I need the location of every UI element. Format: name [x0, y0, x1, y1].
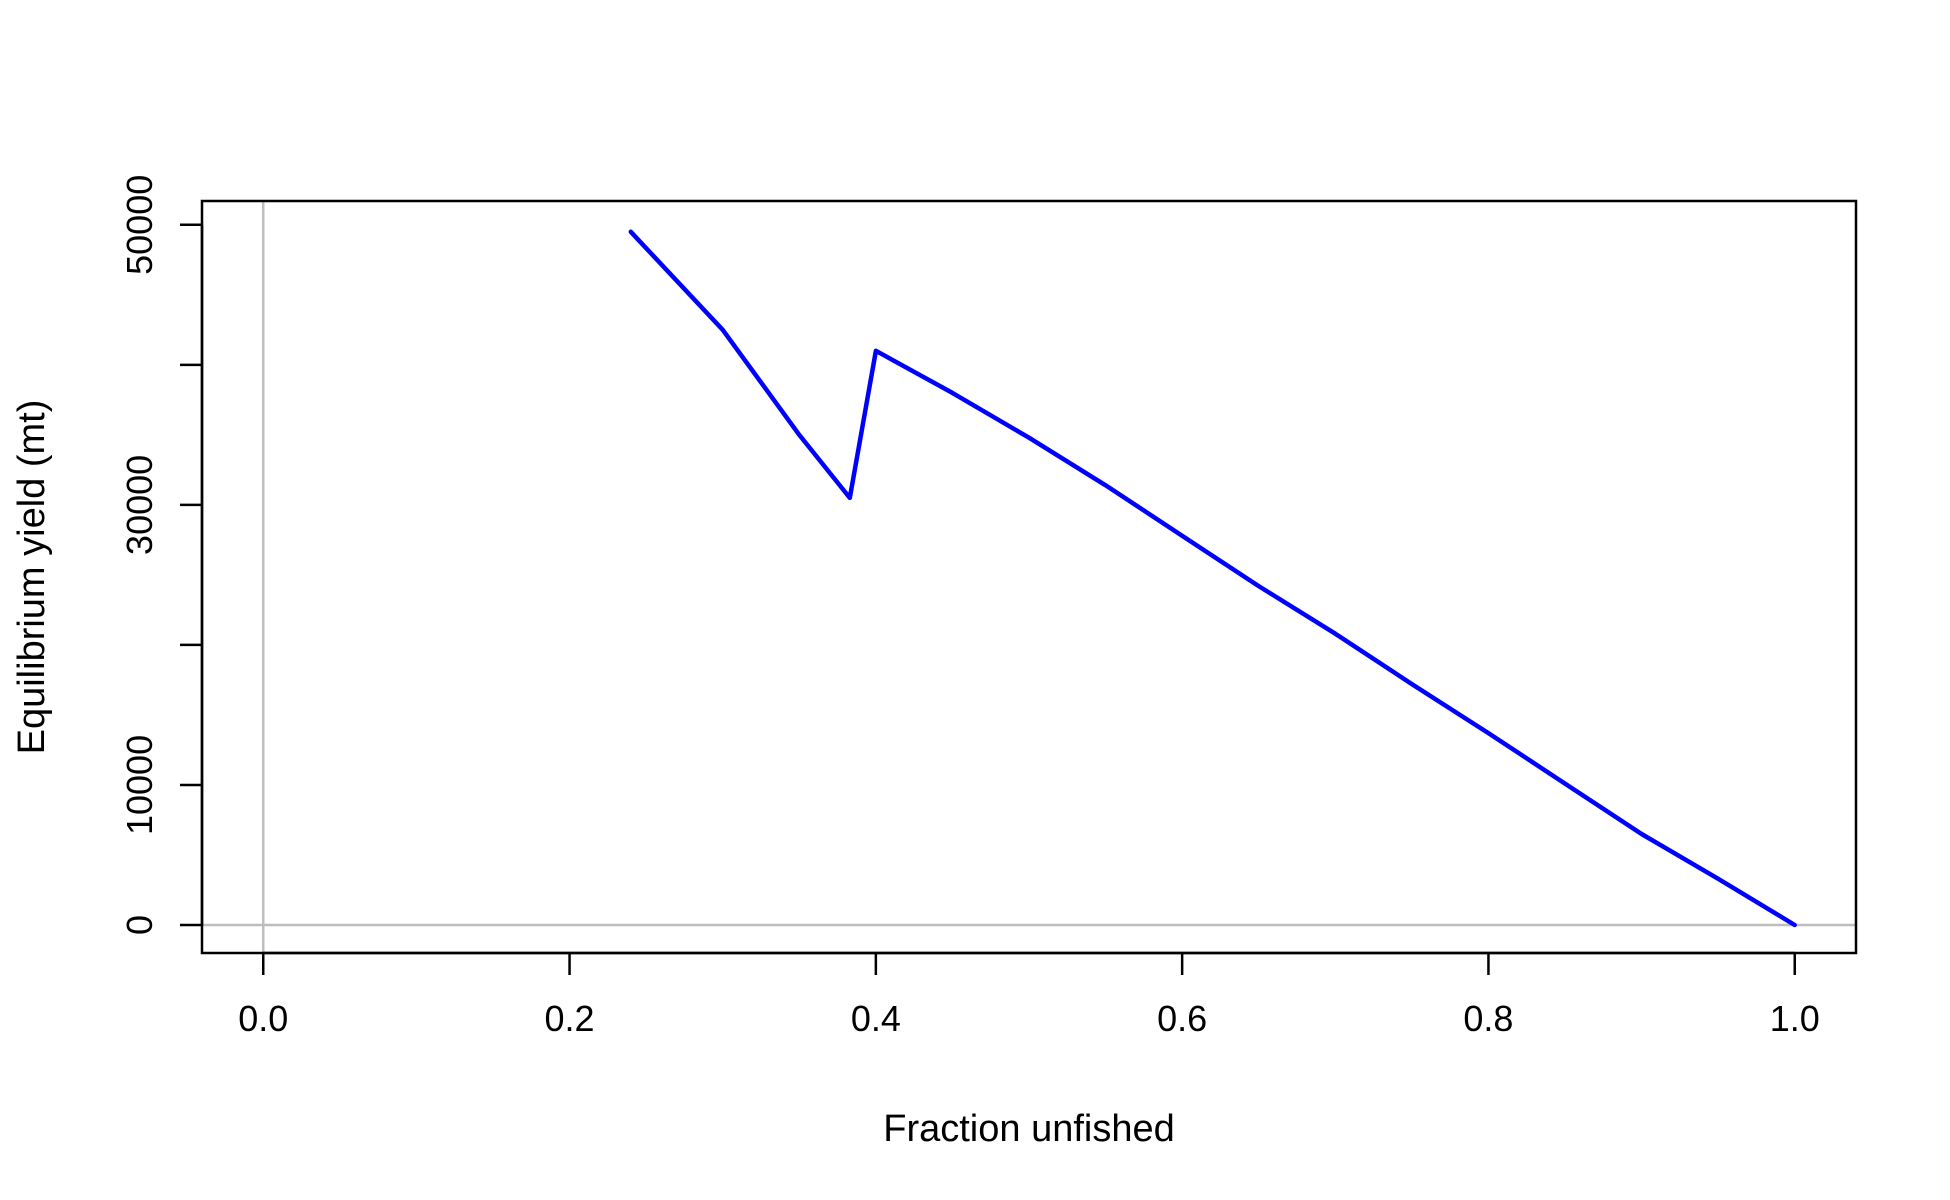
y-tick-label: 10000 [119, 735, 160, 835]
x-axis-title: Fraction unfished [883, 1108, 1175, 1150]
y-axis-title: Equilibrium yield (mt) [11, 400, 53, 755]
x-tick-label: 0.4 [851, 998, 901, 1039]
x-tick-label: 0.6 [1157, 998, 1207, 1039]
x-axis: 0.0 0.2 0.4 0.6 0.8 1.0 [238, 951, 1820, 1039]
x-tick-label: 0.8 [1463, 998, 1513, 1039]
series-layer [628, 229, 1797, 928]
reference-lines [202, 201, 1856, 953]
y-tick-label: 50000 [119, 175, 160, 275]
x-tick-label: 0.2 [545, 998, 595, 1039]
y-axis: 0 10000 30000 50000 [119, 175, 204, 935]
y-tick-label: 30000 [119, 455, 160, 555]
series-line-0 [628, 229, 1797, 928]
x-tick-label: 0.0 [238, 998, 288, 1039]
y-tick-label: 0 [119, 915, 160, 935]
x-tick-label: 1.0 [1770, 998, 1820, 1039]
